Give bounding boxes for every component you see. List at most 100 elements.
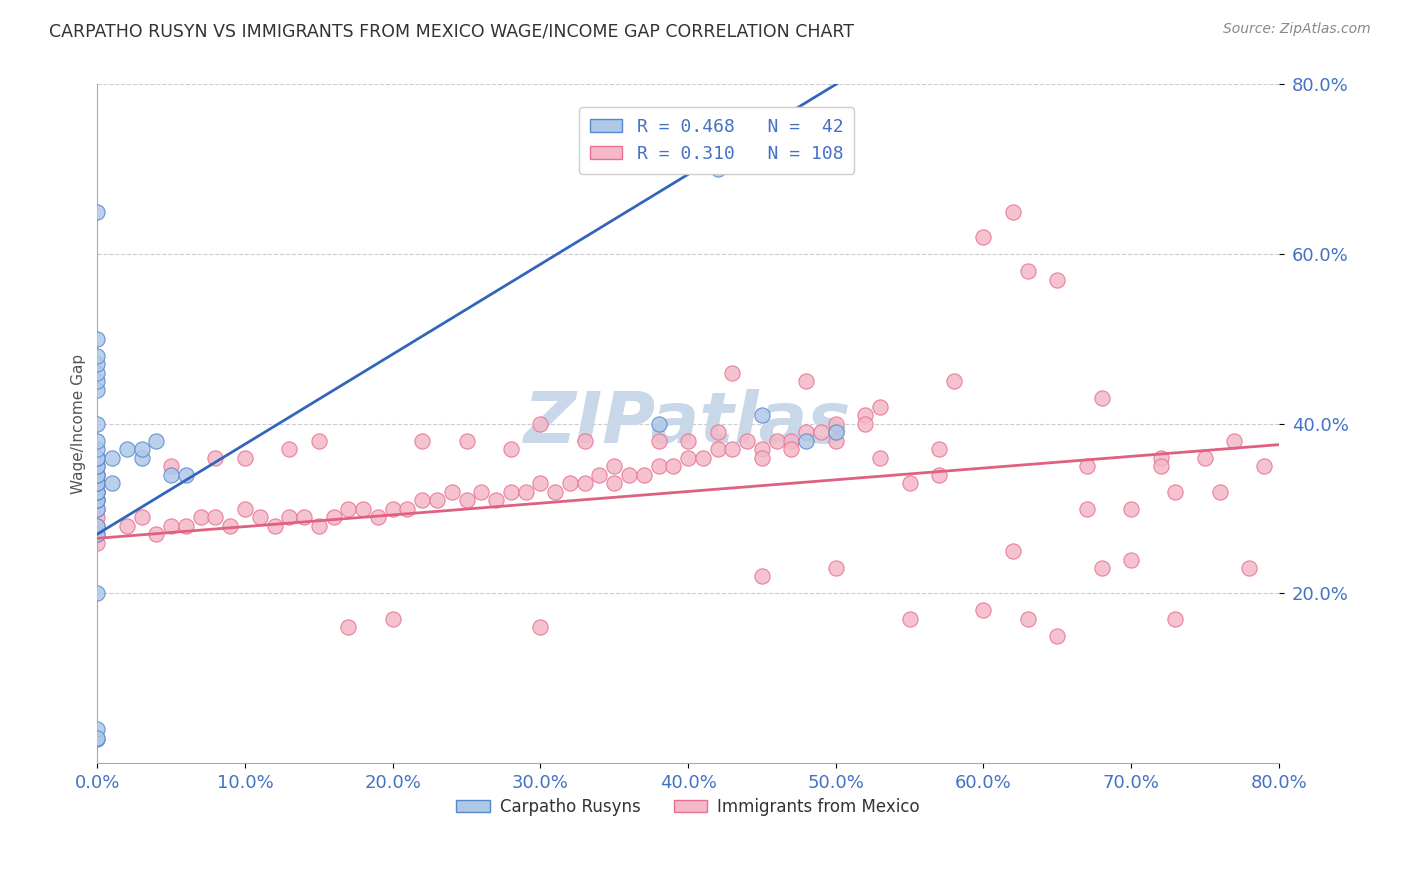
Point	[794, 434, 817, 448]
Point	[86, 493, 108, 508]
Point	[1046, 629, 1069, 643]
Point	[381, 501, 404, 516]
Point	[86, 586, 108, 600]
Point	[204, 510, 226, 524]
Point	[794, 425, 817, 440]
Y-axis label: Wage/Income Gap: Wage/Income Gap	[72, 354, 86, 494]
Point	[86, 535, 108, 549]
Point	[1090, 561, 1112, 575]
Point	[1017, 612, 1039, 626]
Point	[145, 527, 167, 541]
Point	[396, 501, 419, 516]
Point	[86, 332, 108, 346]
Point	[1017, 264, 1039, 278]
Point	[86, 527, 108, 541]
Point	[824, 434, 846, 448]
Point	[219, 518, 242, 533]
Point	[853, 409, 876, 423]
Point	[131, 450, 153, 465]
Point	[86, 493, 108, 508]
Point	[86, 459, 108, 474]
Point	[529, 476, 551, 491]
Point	[337, 620, 360, 634]
Point	[174, 467, 197, 482]
Point	[647, 434, 669, 448]
Point	[574, 434, 596, 448]
Point	[456, 493, 478, 508]
Point	[1090, 392, 1112, 406]
Point	[972, 230, 994, 244]
Point	[972, 603, 994, 617]
Point	[869, 450, 891, 465]
Point	[86, 476, 108, 491]
Point	[190, 510, 212, 524]
Point	[1149, 450, 1171, 465]
Point	[101, 476, 124, 491]
Point	[86, 732, 108, 747]
Point	[824, 561, 846, 575]
Point	[499, 442, 522, 457]
Point	[204, 450, 226, 465]
Point	[263, 518, 285, 533]
Point	[86, 484, 108, 499]
Point	[869, 400, 891, 414]
Point	[86, 484, 108, 499]
Point	[308, 518, 330, 533]
Point	[426, 493, 449, 508]
Text: CARPATHO RUSYN VS IMMIGRANTS FROM MEXICO WAGE/INCOME GAP CORRELATION CHART: CARPATHO RUSYN VS IMMIGRANTS FROM MEXICO…	[49, 22, 855, 40]
Point	[676, 450, 699, 465]
Point	[86, 731, 108, 745]
Point	[574, 476, 596, 491]
Point	[160, 518, 183, 533]
Point	[499, 484, 522, 499]
Point	[721, 366, 744, 380]
Point	[780, 434, 803, 448]
Point	[824, 417, 846, 431]
Point	[86, 476, 108, 491]
Point	[86, 450, 108, 465]
Point	[824, 425, 846, 440]
Point	[588, 467, 610, 482]
Point	[529, 620, 551, 634]
Point	[411, 434, 433, 448]
Point	[617, 467, 640, 482]
Point	[1164, 484, 1187, 499]
Point	[145, 434, 167, 448]
Point	[794, 375, 817, 389]
Point	[86, 493, 108, 508]
Point	[86, 375, 108, 389]
Point	[86, 518, 108, 533]
Point	[558, 476, 581, 491]
Point	[249, 510, 271, 524]
Point	[603, 476, 626, 491]
Point	[751, 442, 773, 457]
Point	[278, 442, 301, 457]
Point	[86, 527, 108, 541]
Point	[1237, 561, 1260, 575]
Point	[86, 501, 108, 516]
Text: ZIPatlas: ZIPatlas	[524, 389, 852, 458]
Point	[86, 204, 108, 219]
Point	[160, 467, 183, 482]
Point	[647, 459, 669, 474]
Point	[470, 484, 492, 499]
Point	[86, 467, 108, 482]
Point	[322, 510, 344, 524]
Point	[131, 442, 153, 457]
Point	[131, 510, 153, 524]
Point	[86, 501, 108, 516]
Point	[928, 442, 950, 457]
Point	[898, 612, 921, 626]
Point	[86, 417, 108, 431]
Point	[115, 442, 138, 457]
Point	[692, 450, 714, 465]
Point	[233, 501, 256, 516]
Point	[86, 434, 108, 448]
Point	[676, 434, 699, 448]
Point	[86, 459, 108, 474]
Point	[706, 442, 728, 457]
Point	[898, 476, 921, 491]
Point	[86, 722, 108, 736]
Point	[101, 450, 124, 465]
Point	[411, 493, 433, 508]
